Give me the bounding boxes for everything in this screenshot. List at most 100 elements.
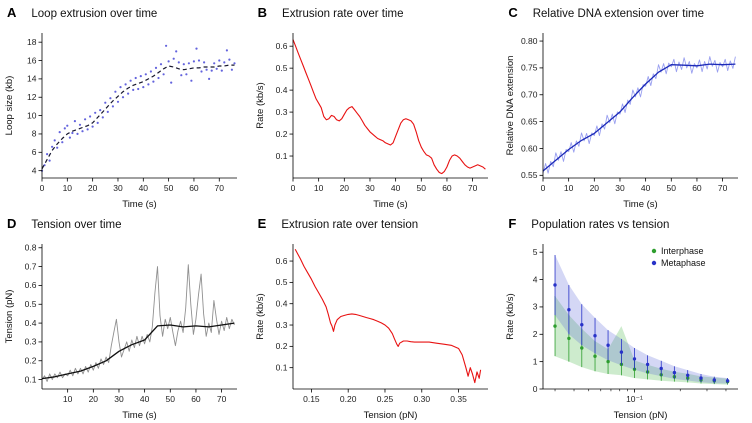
panel-D-header: D Tension over time	[0, 213, 251, 237]
svg-text:Time (s): Time (s)	[122, 410, 156, 421]
panel-A: A Loop extrusion over time 0 10 20 30 40 50 60…	[0, 2, 251, 213]
svg-text:0.3: 0.3	[25, 336, 37, 346]
svg-text:20: 20	[590, 183, 600, 193]
svg-text:5: 5	[533, 247, 538, 257]
panel-B: B Extrusion rate over time 0 10 20 30 40 50 60…	[251, 2, 502, 213]
panel-D-plot: 10 20 30 40 50 60 70 0.1 0.2 0.3 0.4 0.5 0.6 0.7 0.8 Ti…	[4, 242, 237, 421]
svg-text:70: 70	[217, 394, 227, 404]
svg-text:Metaphase: Metaphase	[661, 258, 706, 268]
panel-title-B: Extrusion rate over time	[282, 8, 404, 20]
svg-text:0: 0	[290, 183, 295, 193]
panel-F: F Population rates vs tension 10⁻¹ 0 1 2 3 4 5…	[501, 213, 752, 423]
panel-E-header: E Extrusion rate over tension	[251, 213, 502, 237]
panel-B-plot: 0 10 20 30 40 50 60 70 0.1 0.2 0.3 0.4 0.5 0.6 Time (s…	[255, 33, 488, 210]
svg-text:0.15: 0.15	[303, 394, 320, 404]
svg-text:0.55: 0.55	[521, 170, 538, 180]
panel-letter-B: B	[257, 5, 268, 20]
svg-text:0.35: 0.35	[450, 394, 467, 404]
panel-letter-D: D	[7, 215, 17, 231]
svg-text:0.3: 0.3	[275, 319, 287, 329]
svg-text:0.5: 0.5	[275, 277, 287, 287]
svg-text:0.4: 0.4	[275, 85, 287, 95]
svg-text:70: 70	[468, 183, 478, 193]
svg-text:0.70: 0.70	[521, 90, 538, 100]
svg-text:6: 6	[32, 147, 37, 157]
panel-A-plot: 0 10 20 30 40 50 60 70 4 6 8 10 12 14 16 18 Time (s) Loop…	[4, 33, 237, 210]
svg-text:60: 60	[189, 183, 199, 193]
svg-text:0.6: 0.6	[275, 255, 287, 265]
svg-text:0.3: 0.3	[275, 107, 287, 117]
svg-text:0.2: 0.2	[275, 341, 287, 351]
panel-C: C Relative DNA extension over time 0 10 20…	[501, 2, 752, 213]
svg-text:2: 2	[533, 329, 538, 339]
svg-text:0.30: 0.30	[413, 394, 430, 404]
svg-text:12: 12	[27, 92, 37, 102]
svg-text:4: 4	[32, 165, 37, 175]
svg-text:0.4: 0.4	[25, 317, 37, 327]
panel-E: E Extrusion rate over tension 0.15 0.20 0.…	[251, 213, 502, 423]
svg-text:Time (s): Time (s)	[624, 199, 658, 210]
svg-text:40: 40	[391, 183, 401, 193]
svg-text:40: 40	[140, 394, 150, 404]
svg-text:Loop size (kb): Loop size (kb)	[4, 76, 15, 136]
svg-text:10: 10	[63, 394, 73, 404]
svg-text:Relative DNA extension: Relative DNA extension	[505, 56, 516, 156]
svg-text:0.7: 0.7	[25, 261, 37, 271]
svg-text:30: 30	[113, 183, 123, 193]
svg-text:60: 60	[191, 394, 201, 404]
panel-title-D: Tension over time	[31, 218, 122, 231]
panel-letter-A: A	[7, 5, 17, 20]
panel-letter-C: C	[508, 5, 518, 20]
svg-text:18: 18	[27, 37, 37, 47]
svg-text:1: 1	[533, 356, 538, 366]
svg-text:0.6: 0.6	[25, 280, 37, 290]
svg-text:10: 10	[63, 183, 73, 193]
svg-text:0.65: 0.65	[521, 116, 538, 126]
svg-text:20: 20	[339, 183, 349, 193]
svg-text:0.20: 0.20	[340, 394, 357, 404]
svg-text:0.80: 0.80	[521, 36, 538, 46]
svg-text:30: 30	[365, 183, 375, 193]
panel-B-header: B Extrusion rate over time	[251, 2, 502, 26]
svg-text:0.60: 0.60	[521, 143, 538, 153]
svg-text:0.2: 0.2	[25, 355, 37, 365]
svg-text:Time (s): Time (s)	[122, 199, 156, 210]
svg-text:50: 50	[166, 394, 176, 404]
panel-title-F: Population rates vs tension	[531, 218, 670, 231]
svg-text:0: 0	[533, 383, 538, 393]
svg-text:0: 0	[40, 183, 45, 193]
svg-text:60: 60	[693, 183, 703, 193]
svg-text:70: 70	[215, 183, 225, 193]
panel-C-header: C Relative DNA extension over time	[501, 2, 752, 26]
svg-text:0.75: 0.75	[521, 63, 538, 73]
svg-text:50: 50	[667, 183, 677, 193]
svg-text:Tension (pN): Tension (pN)	[614, 410, 668, 421]
panel-D: D Tension over time 10 20 30 40 50 60 70 0.1 0.2…	[0, 213, 251, 423]
svg-text:0.4: 0.4	[275, 298, 287, 308]
svg-text:0.5: 0.5	[25, 299, 37, 309]
svg-text:Rate (kb/s): Rate (kb/s)	[255, 82, 266, 128]
svg-text:Rate (kb/s): Rate (kb/s)	[255, 293, 266, 339]
svg-text:0.1: 0.1	[25, 374, 37, 384]
panel-F-plot: 10⁻¹ 0 1 2 3 4 5 Tension (pN) Rate (kb/s) Interph…	[505, 243, 739, 421]
panel-title-C: Relative DNA extension over time	[532, 8, 705, 20]
svg-text:0.5: 0.5	[275, 63, 287, 73]
svg-text:Rate (kb/s): Rate (kb/s)	[505, 293, 516, 339]
svg-text:10: 10	[27, 110, 37, 120]
svg-text:0.2: 0.2	[275, 129, 287, 139]
svg-text:Time (s): Time (s)	[373, 199, 407, 210]
svg-text:50: 50	[164, 183, 174, 193]
panel-A-header: A Loop extrusion over time	[0, 2, 251, 26]
svg-text:30: 30	[616, 183, 626, 193]
svg-text:4: 4	[533, 274, 538, 284]
panel-title-E: Extrusion rate over tension	[281, 218, 419, 231]
svg-text:Interphase: Interphase	[661, 246, 704, 256]
svg-text:10⁻¹: 10⁻¹	[626, 394, 643, 404]
panel-title-A: Loop extrusion over time	[31, 8, 158, 20]
svg-text:30: 30	[114, 394, 124, 404]
panel-letter-E: E	[257, 215, 267, 231]
svg-text:40: 40	[641, 183, 651, 193]
svg-text:10: 10	[564, 183, 574, 193]
svg-text:3: 3	[533, 301, 538, 311]
